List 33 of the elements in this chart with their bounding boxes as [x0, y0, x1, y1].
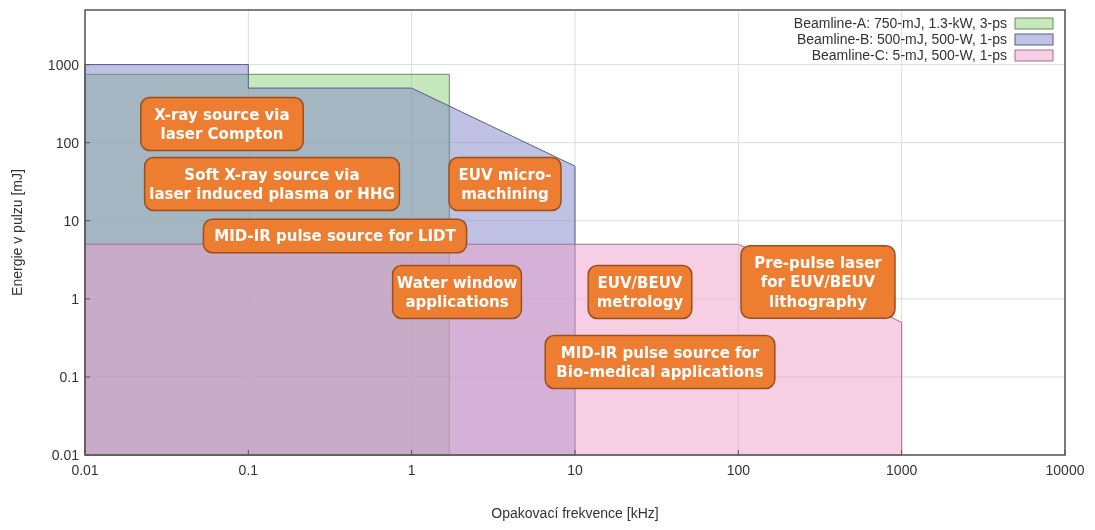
x-tick-label: 0.1 — [238, 462, 259, 478]
legend-label: Beamline-A: 750-mJ, 1.3-kW, 3-ps — [793, 15, 1007, 31]
annotation: X-ray source via laser Compton — [154, 105, 290, 143]
annotation: MID-IR pulse source for Bio-medical applications — [556, 343, 764, 381]
y-axis-title: Energie v pulzu [mJ] — [9, 169, 25, 296]
label-box: Pre-pulse laser for EUV/BEUV lithography — [740, 245, 896, 319]
label-box: EUV micro- machining — [448, 156, 562, 212]
y-tick-label: 100 — [55, 134, 80, 151]
x-tick-label: 1 — [407, 462, 416, 478]
annotation: EUV/BEUV metrology — [596, 273, 684, 311]
x-tick-label: 1000 — [886, 462, 918, 478]
legend-label: Beamline-B: 500-mJ, 500-W, 1-ps — [796, 31, 1007, 47]
label-box: Water window applications — [391, 264, 523, 320]
x-tick-label: 10000 — [1045, 462, 1085, 478]
annotation: EUV micro- machining — [458, 165, 552, 203]
y-tick-label: 1000 — [47, 56, 80, 73]
y-tick-label: 1 — [71, 290, 80, 307]
y-tick-label: 0.1 — [59, 368, 80, 385]
label-box: MID-IR pulse source for Bio-medical applications — [544, 334, 776, 390]
label-box: X-ray source via laser Compton — [140, 96, 304, 152]
x-axis-title: Opakovací frekvence [kHz] — [491, 505, 659, 521]
label-box: Soft X-ray source via laser induced plasma or HHG — [143, 156, 401, 212]
annotation: Soft X-ray source via laser induced plasma or HHG — [149, 165, 395, 203]
annotation: Pre-pulse laser for EUV/BEUV lithography — [754, 253, 883, 311]
annotation: Water window applications — [396, 273, 518, 311]
legend-label: Beamline-C: 5-mJ, 500-W, 1-ps — [811, 47, 1007, 63]
label-box: EUV/BEUV metrology — [587, 264, 693, 320]
x-tick-label: 100 — [726, 462, 751, 478]
label-box: MID-IR pulse source for LIDT — [202, 218, 468, 254]
x-tick-label: 10 — [567, 462, 583, 478]
annotation: MID-IR pulse source for LIDT — [214, 227, 457, 246]
y-tick-label: 10 — [63, 212, 80, 229]
y-tick-label: 0.01 — [51, 447, 80, 463]
